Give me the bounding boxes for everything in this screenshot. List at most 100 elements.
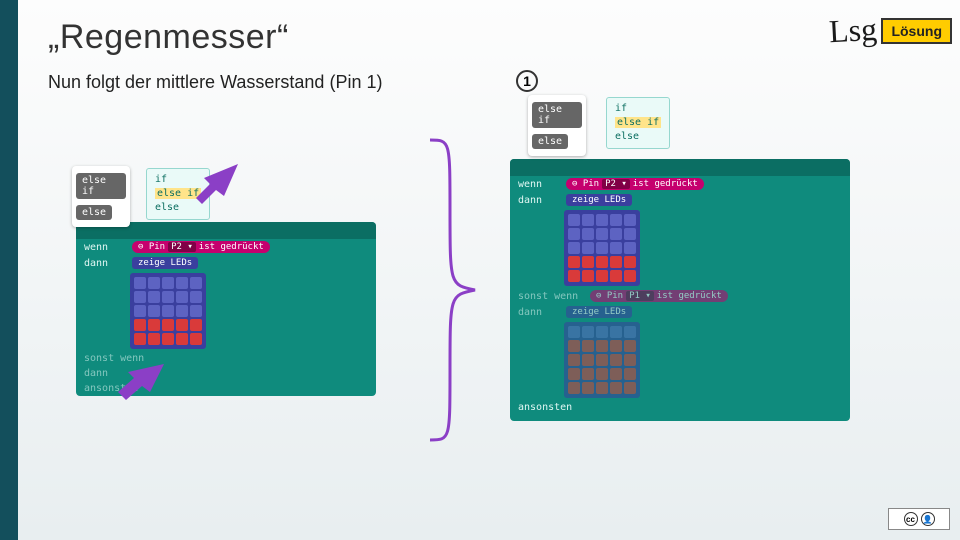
- led-cell[interactable]: [148, 319, 160, 331]
- led-cell[interactable]: [610, 340, 622, 352]
- led-cell[interactable]: [596, 326, 608, 338]
- led-cell[interactable]: [568, 354, 580, 366]
- led-cell[interactable]: [568, 368, 580, 380]
- led-cell[interactable]: [610, 368, 622, 380]
- led-cell[interactable]: [610, 382, 622, 394]
- wenn-label: wenn: [80, 242, 128, 253]
- led-grid-right-1[interactable]: [564, 210, 640, 286]
- led-cell[interactable]: [596, 354, 608, 366]
- else-dropdown[interactable]: else if else: [72, 166, 130, 227]
- if-structure-popup-right[interactable]: if else if else: [606, 97, 670, 149]
- cc-icon: cc: [904, 512, 918, 526]
- led-cell[interactable]: [610, 256, 622, 268]
- led-cell[interactable]: [582, 242, 594, 254]
- led-cell[interactable]: [134, 277, 146, 289]
- else-if-chip[interactable]: else if: [76, 173, 126, 199]
- led-cell[interactable]: [568, 270, 580, 282]
- led-cell[interactable]: [582, 228, 594, 240]
- led-cell[interactable]: [624, 214, 636, 226]
- led-cell[interactable]: [596, 256, 608, 268]
- led-cell[interactable]: [624, 270, 636, 282]
- led-cell[interactable]: [568, 340, 580, 352]
- led-cell[interactable]: [148, 277, 160, 289]
- led-cell[interactable]: [610, 242, 622, 254]
- led-cell[interactable]: [162, 333, 174, 345]
- else-dropdown-right[interactable]: else if else: [528, 95, 586, 156]
- led-cell[interactable]: [162, 319, 174, 331]
- led-cell[interactable]: [176, 305, 188, 317]
- led-cell[interactable]: [610, 228, 622, 240]
- led-cell[interactable]: [582, 256, 594, 268]
- sonst-wenn-label-r: sonst wenn: [514, 291, 586, 302]
- led-cell[interactable]: [624, 242, 636, 254]
- else-if-chip-r[interactable]: else if: [532, 102, 582, 128]
- pin-condition-r2[interactable]: ⊖ Pin P1 ▾ ist gedrückt: [590, 290, 728, 302]
- led-cell[interactable]: [568, 326, 580, 338]
- led-cell[interactable]: [190, 305, 202, 317]
- led-cell[interactable]: [134, 333, 146, 345]
- led-cell[interactable]: [624, 368, 636, 380]
- led-cell[interactable]: [190, 333, 202, 345]
- led-cell[interactable]: [610, 326, 622, 338]
- led-cell[interactable]: [162, 291, 174, 303]
- led-cell[interactable]: [176, 277, 188, 289]
- transform-brace: [420, 130, 480, 450]
- pin-condition[interactable]: ⊖ Pin P2 ▾ ist gedrückt: [132, 241, 270, 253]
- led-cell[interactable]: [148, 333, 160, 345]
- led-cell[interactable]: [624, 340, 636, 352]
- pin-dropdown-r1[interactable]: P2 ▾: [602, 179, 630, 189]
- led-cell[interactable]: [596, 270, 608, 282]
- led-cell[interactable]: [624, 228, 636, 240]
- led-cell[interactable]: [596, 368, 608, 380]
- led-cell[interactable]: [610, 270, 622, 282]
- led-cell[interactable]: [624, 326, 636, 338]
- led-cell[interactable]: [134, 319, 146, 331]
- pin-dropdown[interactable]: P2 ▾: [168, 242, 196, 252]
- led-cell[interactable]: [596, 382, 608, 394]
- led-cell[interactable]: [176, 291, 188, 303]
- led-cell[interactable]: [582, 382, 594, 394]
- led-cell[interactable]: [190, 291, 202, 303]
- led-cell[interactable]: [582, 326, 594, 338]
- led-grid-right-2[interactable]: [564, 322, 640, 398]
- led-cell[interactable]: [162, 305, 174, 317]
- led-cell[interactable]: [176, 333, 188, 345]
- led-cell[interactable]: [582, 214, 594, 226]
- led-grid-left[interactable]: [130, 273, 206, 349]
- led-cell[interactable]: [148, 291, 160, 303]
- led-cell[interactable]: [568, 228, 580, 240]
- zeige-leds-r1: zeige LEDs: [566, 194, 632, 206]
- subtitle: Nun folgt der mittlere Wasserstand (Pin …: [48, 72, 382, 93]
- led-cell[interactable]: [624, 354, 636, 366]
- led-cell[interactable]: [568, 382, 580, 394]
- led-cell[interactable]: [148, 305, 160, 317]
- led-cell[interactable]: [134, 291, 146, 303]
- led-cell[interactable]: [568, 214, 580, 226]
- led-cell[interactable]: [596, 340, 608, 352]
- led-cell[interactable]: [190, 319, 202, 331]
- pin-dropdown-r2[interactable]: P1 ▾: [626, 291, 654, 301]
- pin-condition-r1[interactable]: ⊖ Pin P2 ▾ ist gedrückt: [566, 178, 704, 190]
- led-cell[interactable]: [624, 256, 636, 268]
- else-chip-r[interactable]: else: [532, 134, 568, 149]
- led-cell[interactable]: [582, 340, 594, 352]
- led-cell[interactable]: [624, 382, 636, 394]
- led-cell[interactable]: [162, 277, 174, 289]
- led-cell[interactable]: [568, 256, 580, 268]
- right-code-block[interactable]: wenn ⊖ Pin P2 ▾ ist gedrückt dann zeige …: [510, 159, 850, 421]
- led-cell[interactable]: [596, 242, 608, 254]
- led-cell[interactable]: [582, 368, 594, 380]
- led-cell[interactable]: [596, 228, 608, 240]
- led-cell[interactable]: [134, 305, 146, 317]
- else-chip[interactable]: else: [76, 205, 112, 220]
- led-cell[interactable]: [176, 319, 188, 331]
- led-cell[interactable]: [582, 354, 594, 366]
- led-cell[interactable]: [190, 277, 202, 289]
- led-cell[interactable]: [610, 354, 622, 366]
- page-title: „Regenmesser“: [48, 18, 289, 57]
- step-marker-1: 1: [516, 70, 538, 92]
- led-cell[interactable]: [596, 214, 608, 226]
- led-cell[interactable]: [568, 242, 580, 254]
- led-cell[interactable]: [610, 214, 622, 226]
- led-cell[interactable]: [582, 270, 594, 282]
